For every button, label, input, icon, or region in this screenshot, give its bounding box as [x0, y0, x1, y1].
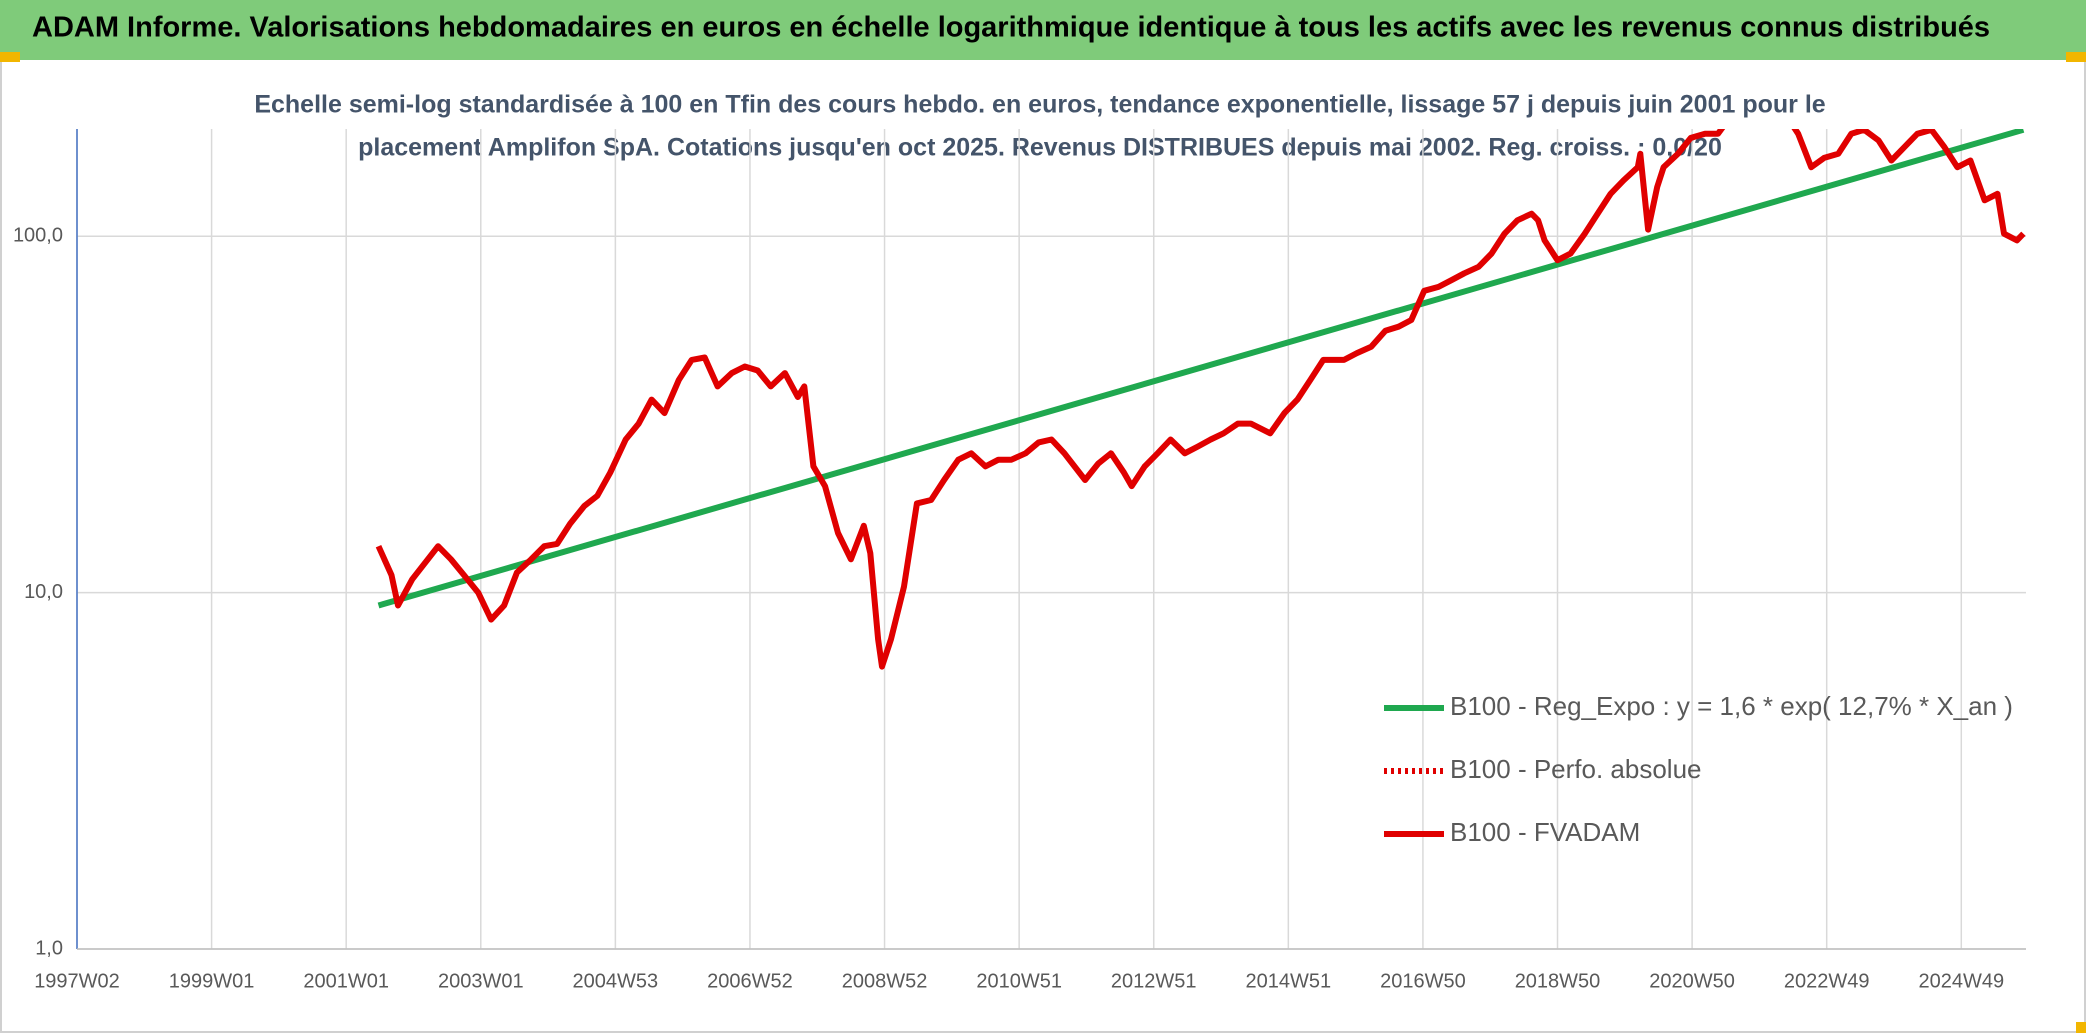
legend: B100 - Reg_Expo : y = 1,6 * exp( 12,7% *… [1384, 691, 2013, 847]
y-tick-label: 10,0 [24, 581, 63, 603]
y-tick-label: 1,0 [35, 937, 63, 959]
x-tick-label: 2024W49 [1918, 970, 2004, 992]
x-tick-label: 2014W51 [1246, 970, 1332, 992]
chart-subtitle: Echelle semi-log standardisée à 100 en T… [254, 91, 1825, 119]
y-tick-label: 100,0 [13, 225, 63, 247]
x-tick-label: 1997W02 [34, 970, 120, 992]
x-tick-label: 2022W49 [1784, 970, 1870, 992]
x-tick-label: 2018W50 [1515, 970, 1601, 992]
chart-title: ADAM Informe. Valorisations hebdomadaire… [32, 12, 1990, 44]
corner-mark [2066, 52, 2086, 62]
series-line [377, 129, 2025, 609]
series-line [375, 129, 2026, 670]
corner-mark [0, 52, 20, 62]
x-tick-label: 2016W50 [1380, 970, 1466, 992]
x-tick-label: 2001W01 [303, 970, 389, 992]
title-bar [0, 0, 2086, 60]
x-tick-label: 2008W52 [842, 970, 928, 992]
chart-subtitle: placement Amplifon SpA. Cotations jusqu'… [358, 134, 1722, 162]
plot-area [375, 129, 2026, 670]
x-tick-label: 2020W50 [1649, 970, 1735, 992]
x-tick-label: 2006W52 [707, 970, 793, 992]
x-tick-label: 2003W01 [438, 970, 524, 992]
x-tick-label: 1999W01 [169, 970, 255, 992]
x-tick-label: 2010W51 [976, 970, 1062, 992]
x-tick-label: 2004W53 [573, 970, 659, 992]
legend-label: B100 - Reg_Expo : y = 1,6 * exp( 12,7% *… [1450, 691, 2013, 721]
legend-label: B100 - Perfo. absolue [1450, 754, 1702, 784]
axis-labels: 1,0 10,0 100,0 1997W02 1999W01 2001W01 2003W01… [13, 225, 2004, 993]
legend-label: B100 - FVADAM [1450, 817, 1640, 847]
grid [76, 129, 2026, 950]
x-tick-label: 2012W51 [1111, 970, 1197, 992]
corner-mark [2076, 1022, 2086, 1033]
